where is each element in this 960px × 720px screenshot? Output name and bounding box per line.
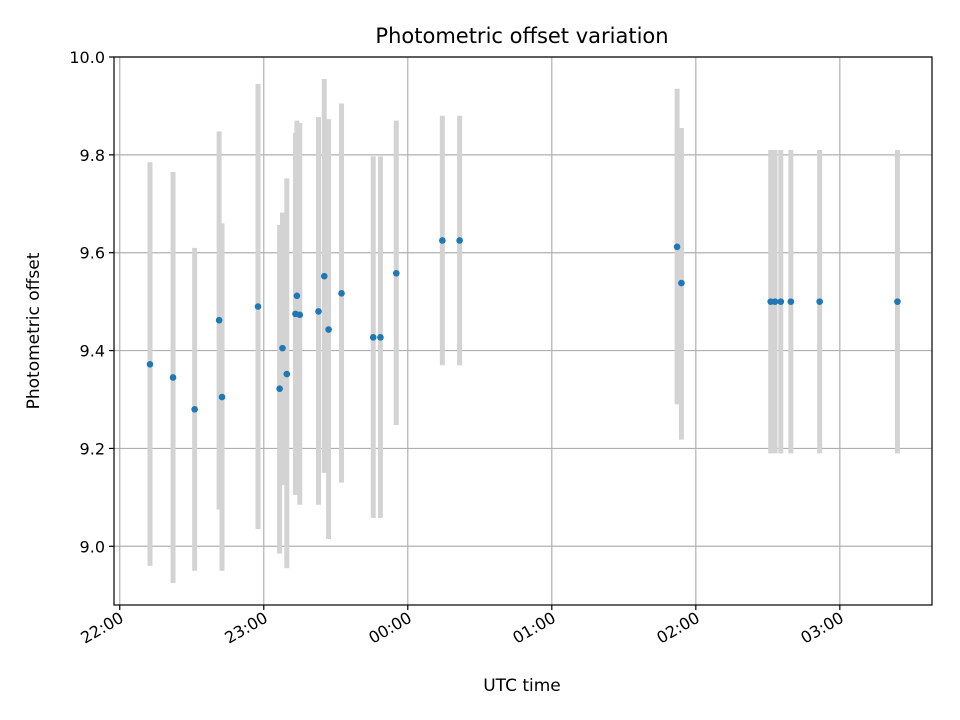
- y-tick-label: 10.0: [69, 48, 105, 67]
- data-point: [369, 334, 377, 341]
- y-tick-label: 9.4: [80, 342, 105, 361]
- y-tick-label: 9.8: [80, 146, 105, 165]
- data-point: [276, 385, 283, 393]
- y-axis-label: Photometric offset: [24, 252, 44, 409]
- x-tick-label: 23:00: [221, 608, 270, 648]
- y-axis-ticks: 9.0 9.2 9.4 9.6 9.8 10.0: [69, 48, 114, 556]
- data-point: [191, 405, 198, 413]
- plot-frame: [113, 56, 933, 606]
- data-points: [146, 237, 901, 413]
- data-point: [894, 298, 901, 305]
- grid-lines: [114, 56, 932, 605]
- y-tick-label: 9.0: [80, 537, 105, 556]
- data-point: [146, 360, 154, 368]
- data-point: [456, 237, 463, 244]
- data-point: [215, 316, 223, 324]
- x-tick-label: 02:00: [653, 608, 702, 648]
- data-point: [279, 344, 286, 352]
- data-point: [283, 370, 291, 378]
- data-point: [673, 243, 681, 251]
- data-point: [787, 298, 795, 305]
- x-axis-ticks: 22:00 23:00 00:00 01:00 02:00 03:00: [77, 605, 847, 648]
- data-point: [169, 374, 177, 381]
- data-point: [777, 298, 785, 305]
- x-tick-label: 01:00: [509, 608, 558, 648]
- data-point: [296, 311, 304, 319]
- x-axis-label: UTC time: [483, 676, 561, 696]
- data-point: [315, 308, 322, 315]
- x-tick-label: 22:00: [77, 608, 126, 648]
- data-point: [325, 326, 332, 333]
- data-point: [254, 303, 262, 310]
- data-point: [293, 292, 301, 300]
- data-point: [439, 237, 446, 244]
- chart-title: Photometric offset variation: [375, 24, 668, 48]
- x-tick-label: 00:00: [365, 608, 414, 648]
- data-point: [338, 290, 345, 297]
- data-point: [816, 298, 823, 305]
- x-tick-label: 03:00: [797, 608, 846, 648]
- data-point: [771, 298, 779, 305]
- y-tick-label: 9.6: [80, 244, 105, 263]
- data-point: [218, 393, 226, 401]
- data-point: [392, 269, 400, 277]
- data-point: [678, 279, 685, 287]
- data-point: [377, 334, 384, 341]
- y-tick-label: 9.2: [80, 439, 105, 458]
- data-point: [320, 272, 328, 280]
